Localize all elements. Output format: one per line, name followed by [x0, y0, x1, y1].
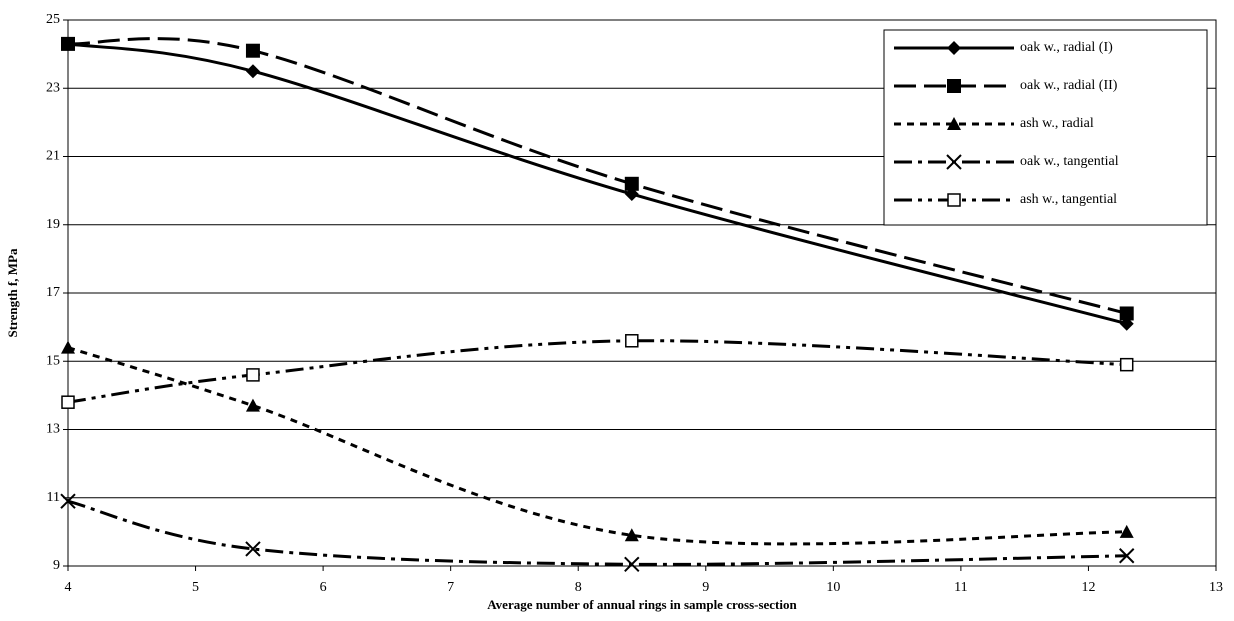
marker	[245, 64, 260, 79]
marker	[61, 395, 75, 409]
marker	[61, 36, 75, 51]
x-tick-label: 10	[826, 580, 840, 595]
marker	[246, 368, 260, 382]
x-tick-label: 9	[702, 580, 709, 595]
legend-label: ash w., radial	[1020, 116, 1094, 131]
marker	[245, 43, 260, 58]
x-tick-label: 4	[65, 580, 72, 595]
marker	[61, 340, 75, 354]
marker	[60, 493, 76, 509]
x-tick-label: 5	[192, 580, 199, 595]
series-line	[67, 42, 1128, 326]
marker	[624, 528, 639, 542]
marker	[624, 176, 639, 191]
x-axis-title: Average number of annual rings in sample…	[487, 597, 797, 612]
y-tick-label: 9	[53, 558, 60, 573]
marker	[946, 154, 962, 170]
marker	[1119, 357, 1134, 372]
marker	[1119, 524, 1134, 538]
y-tick-label: 19	[46, 217, 60, 232]
series-line	[67, 499, 1127, 566]
marker	[625, 334, 639, 348]
x-tick-label: 11	[954, 580, 967, 595]
legend-label: ash w., tangential	[1020, 192, 1117, 207]
series-line	[67, 346, 1127, 546]
x-tick-label: 13	[1209, 580, 1223, 595]
marker	[245, 541, 261, 557]
y-tick-label: 13	[46, 422, 60, 437]
x-tick-label: 12	[1081, 580, 1095, 595]
marker	[1119, 306, 1134, 321]
y-tick-label: 15	[46, 353, 60, 368]
marker	[947, 117, 961, 130]
marker	[624, 556, 640, 573]
y-tick-label: 11	[47, 490, 60, 505]
y-tick-label: 21	[46, 149, 60, 164]
legend-box	[883, 29, 1208, 226]
x-tick-label: 8	[575, 580, 582, 595]
series-line	[67, 37, 1128, 315]
legend-label: oak w., radial (II)	[1020, 78, 1118, 93]
marker	[245, 398, 260, 412]
legend-label: oak w., tangential	[1020, 154, 1119, 169]
y-tick-label: 17	[46, 285, 60, 300]
marker	[947, 41, 961, 55]
y-tick-label: 23	[46, 80, 60, 95]
series-line	[67, 339, 1127, 404]
y-tick-label: 25	[46, 12, 60, 27]
x-tick-label: 6	[320, 580, 327, 595]
legend-label: oak w., radial (I)	[1020, 40, 1113, 55]
y-axis-title: Strength f, MPa	[5, 248, 20, 337]
marker	[1119, 548, 1135, 564]
marker	[947, 193, 961, 207]
marker	[947, 79, 961, 93]
x-tick-label: 7	[447, 580, 454, 595]
